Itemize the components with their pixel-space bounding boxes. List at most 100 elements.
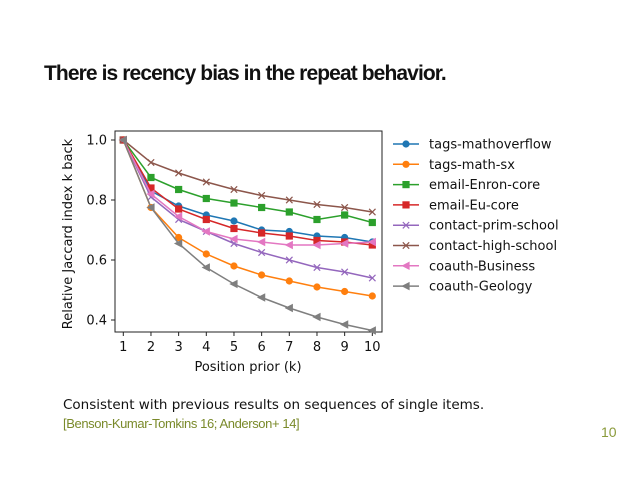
legend-entry: contact-prim-school (393, 219, 559, 234)
data-point (313, 200, 321, 209)
data-point (285, 256, 293, 264)
series-line (122, 139, 373, 279)
data-point (229, 279, 238, 289)
marker-stroke (147, 158, 155, 167)
marker-stroke (341, 203, 349, 212)
data-point (368, 218, 376, 227)
marker-stroke (175, 169, 183, 177)
legend-marker (402, 160, 410, 168)
x-tick-label: 8 (313, 340, 321, 355)
data-point (285, 196, 293, 204)
data-point (339, 320, 349, 329)
data-point (284, 303, 293, 313)
y-tick-label: 0.4 (86, 314, 107, 329)
data-point (175, 185, 183, 194)
data-point (341, 211, 349, 219)
marker-stroke (313, 200, 321, 209)
marker-stroke (230, 185, 238, 194)
marker-stroke (285, 196, 293, 204)
x-tick-label: 6 (258, 340, 266, 355)
data-point (146, 189, 155, 199)
marker-stroke (313, 263, 321, 272)
citation: [Benson-Kumar-Tomkins 16; Anderson+ 14] (63, 416, 300, 431)
legend-label: coauth-Business (429, 259, 535, 274)
plot-frame (114, 130, 383, 333)
data-point (285, 277, 293, 285)
legend-entry: coauth-Business (393, 259, 535, 274)
legend-label: contact-high-school (429, 239, 557, 254)
data-point (341, 268, 349, 276)
legend-entry: tags-mathoverflow (393, 138, 552, 153)
data-point (313, 263, 321, 272)
legend-label: email-Enron-core (429, 178, 540, 193)
legend-label: coauth-Geology (429, 280, 533, 295)
data-point (202, 194, 210, 203)
x-axis-label: Position prior (k) (194, 360, 301, 375)
page-number: 10 (601, 424, 617, 440)
data-point (173, 212, 183, 221)
legend-entry: tags-math-sx (393, 158, 515, 173)
data-point (230, 217, 238, 225)
data-point (258, 203, 266, 212)
data-point (202, 215, 210, 224)
marker-stroke (402, 221, 410, 229)
y-tick-label: 1.0 (86, 134, 107, 149)
data-point (258, 271, 266, 279)
legend-label: tags-mathoverflow (429, 138, 552, 153)
data-point (230, 262, 238, 270)
data-point (312, 240, 321, 250)
data-point (368, 292, 376, 300)
series-line (122, 139, 373, 213)
legend-marker (402, 201, 410, 209)
x-tick-label: 7 (285, 340, 293, 355)
data-point (229, 234, 238, 244)
series-coauth-geology (118, 135, 376, 335)
x-tick-label: 3 (174, 340, 182, 355)
data-point (313, 283, 321, 291)
data-point (118, 135, 127, 145)
series-tags-math-sx (119, 136, 376, 300)
data-point (258, 191, 266, 200)
series-line (122, 139, 373, 297)
data-point (258, 248, 266, 257)
data-point (173, 239, 183, 248)
y-axis-label: Relative Jaccard index k back (61, 138, 76, 329)
data-point (175, 233, 183, 242)
data-point (367, 326, 376, 335)
legend-entry: contact-high-school (393, 239, 557, 254)
data-point (367, 237, 376, 247)
data-point (230, 224, 238, 233)
data-point (284, 240, 293, 250)
legend-marker (401, 261, 410, 271)
body-text: Consistent with previous results on sequ… (63, 397, 485, 413)
marker-stroke (258, 191, 266, 200)
plot-area: 1 2 3 4 5 6 7 8 9 10 0.4 0.6 0.8 1.0 (86, 130, 383, 355)
series-line (122, 139, 373, 243)
slide-title: There is recency bias in the repeat beha… (44, 62, 447, 85)
marker-stroke (368, 274, 376, 282)
data-point (201, 263, 210, 272)
data-point (202, 250, 210, 258)
series-line (122, 139, 373, 224)
data-point (202, 178, 210, 186)
legend-label: email-Eu-core (429, 198, 519, 213)
data-point (368, 208, 376, 216)
data-point (146, 203, 155, 212)
x-tick-label: 10 (364, 340, 381, 355)
x-tick-label: 9 (341, 340, 349, 355)
legend-marker (402, 221, 410, 229)
legend-entry: email-Enron-core (393, 178, 540, 193)
data-point (175, 169, 183, 177)
data-point (313, 215, 321, 224)
marker-stroke (368, 208, 376, 216)
legend-label: tags-math-sx (429, 158, 515, 173)
marker-stroke (258, 248, 266, 257)
series-email-enron-core (119, 136, 376, 227)
data-point (230, 199, 238, 207)
data-point (147, 173, 155, 182)
series-line (122, 139, 373, 332)
x-tick-label: 4 (202, 340, 210, 355)
data-point (201, 227, 210, 236)
data-point (339, 239, 349, 248)
data-point (285, 232, 293, 240)
